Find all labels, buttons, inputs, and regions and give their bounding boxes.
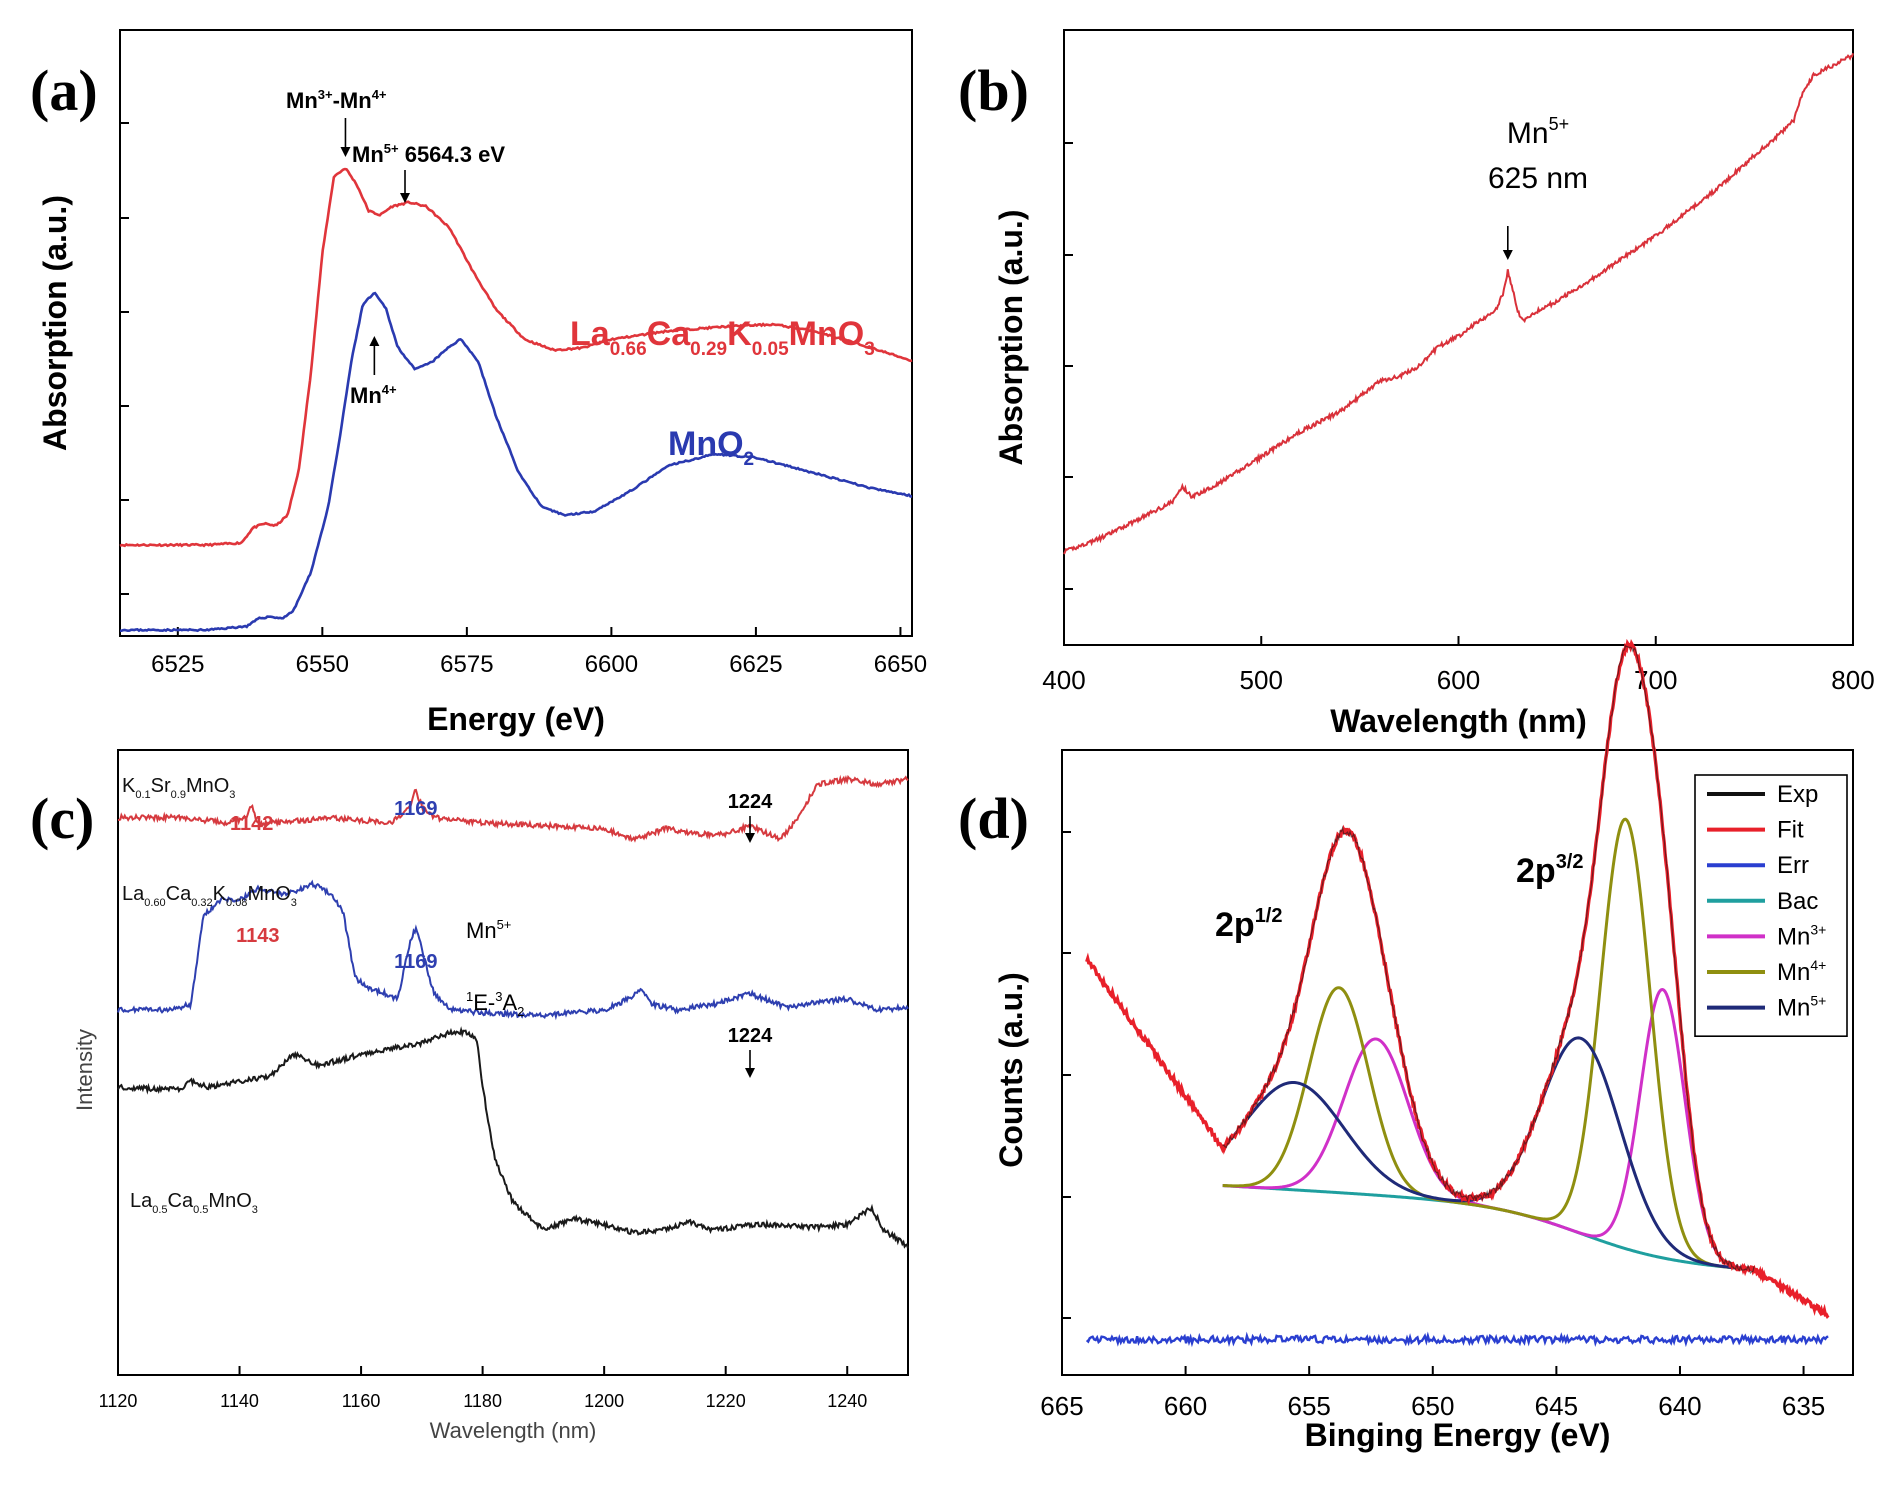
x-tick-label: 6525 [151, 651, 204, 678]
series-line-err [1085, 1331, 1829, 1348]
x-tick-label: 635 [1782, 1391, 1825, 1421]
arrow-head [400, 193, 411, 203]
annotation-transition: 1E-3A2 [466, 989, 524, 1019]
panel-c: 1120 1140 1160 1180 1200 1220 1240 (c) Wavelengt… [30, 749, 909, 1443]
series-label-la-ca: La0.5Ca0.5MnO3 [130, 1190, 258, 1216]
peak-label-1169-mid: 1169 [394, 951, 437, 973]
peak-label-1142: 1142 [230, 813, 273, 835]
x-tick-label: 645 [1535, 1391, 1578, 1421]
arrow-head [369, 336, 380, 346]
panel-a: 6525 6550 6575 6600 6625 6650 (a) Energy (eV) Ab… [30, 29, 927, 737]
series-line-mn4plus [1222, 817, 1755, 1272]
x-tick-label: 640 [1658, 1391, 1701, 1421]
y-axis-label: Absorption (a.u.) [993, 210, 1029, 466]
arrow-head [745, 833, 755, 843]
legend-frame [1694, 774, 1848, 1038]
peak-label-2p32: 2p3/2 [1516, 851, 1584, 890]
x-tick-label: 6550 [296, 651, 349, 678]
peak-label-1143: 1143 [236, 925, 279, 947]
peak-label-2p12: 2p1/2 [1215, 905, 1283, 944]
x-tick-label: 1220 [706, 1391, 746, 1411]
series-line-mno2 [119, 291, 913, 633]
x-tick-label: 650 [1411, 1391, 1454, 1421]
panel-label: (b) [958, 58, 1029, 123]
x-axis-label: Binging Energy (eV) [1305, 1417, 1611, 1453]
peak-label-1224-mid: 1224 [728, 1025, 773, 1047]
peak-label-1169-top: 1169 [394, 798, 437, 820]
annotation-mn3-mn4: Mn3+-Mn4+ [286, 87, 387, 113]
y-axis-label: Absorption (a.u.) [37, 195, 73, 451]
x-tick-label: 500 [1240, 665, 1283, 695]
series-line-la-ca-k [119, 167, 913, 548]
x-tick-label: 1160 [342, 1391, 381, 1411]
axes-frame [1061, 749, 1854, 1376]
x-axis-label: Wavelength (nm) [1330, 703, 1587, 739]
x-tick-label: 6625 [729, 651, 782, 678]
legend-entry: Fit [1777, 817, 1804, 844]
arrow-head [340, 147, 351, 157]
annotation-mn5: Mn5+ [466, 917, 511, 943]
panel-label: (c) [30, 786, 94, 851]
peak-label-1224-top: 1224 [728, 791, 773, 813]
series-label-la-ca-k: La0.60Ca0.32K0.08MnO3 [122, 883, 297, 909]
x-tick-label: 800 [1831, 665, 1874, 695]
x-tick-label: 6650 [874, 651, 927, 678]
legend-entry: Bac [1777, 888, 1818, 915]
x-axis-label: Wavelength (nm) [430, 1418, 597, 1443]
x-axis-label: Energy (eV) [427, 701, 605, 737]
panel-label: (d) [958, 786, 1029, 851]
y-axis-label: Intensity [72, 1029, 97, 1111]
legend-entry: Mn5+ [1777, 993, 1826, 1022]
series-line-k-sr [117, 774, 909, 843]
x-tick-label: 1200 [584, 1391, 624, 1411]
legend-entry: Exp [1777, 781, 1818, 808]
annotation-mn5: Mn5+ [1507, 114, 1569, 150]
x-tick-label: 400 [1042, 665, 1085, 695]
axes-frame [119, 29, 913, 637]
legend-entry: Mn4+ [1777, 957, 1826, 986]
annotation-mn5: Mn5+ 6564.3 eV [352, 141, 505, 167]
x-tick-label: 1120 [99, 1391, 138, 1411]
arrow-head [1502, 250, 1513, 260]
annotation-mn4: Mn4+ [350, 382, 397, 408]
arrow-head [745, 1068, 755, 1078]
x-tick-label: 660 [1164, 1391, 1207, 1421]
annotation-625nm: 625 nm [1488, 162, 1588, 195]
series-label-la-ca-k: La0.66Ca0.29K0.05MnO3 [570, 315, 875, 360]
x-tick-label: 655 [1287, 1391, 1330, 1421]
legend-entry: Err [1777, 852, 1809, 879]
x-tick-label: 1180 [463, 1391, 502, 1411]
series-label-mno2: MnO2 [668, 425, 754, 470]
series-line-la-ca [117, 1026, 909, 1249]
series-line-exp [1222, 644, 1755, 1275]
x-tick-label: 6600 [585, 651, 638, 678]
series-line-absorption [1063, 52, 1854, 555]
axes-frame [117, 749, 909, 1376]
panel-label: (a) [30, 58, 98, 123]
x-tick-label: 6575 [440, 651, 493, 678]
series-line-la-ca-k [117, 879, 909, 1021]
panel-b: 400 500 600 700 800(b)Wavelength (nm)Absorpt… [958, 29, 1875, 739]
x-tick-label: 600 [1437, 665, 1480, 695]
x-tick-label: 1140 [220, 1391, 259, 1411]
x-tick-label: 1240 [827, 1391, 867, 1411]
x-tick-label: 665 [1040, 1391, 1083, 1421]
y-axis-label: Counts (a.u.) [993, 972, 1029, 1168]
panel-d: 665 660 655 650 645 640 635 (d) Binging Energy (… [958, 638, 1854, 1453]
legend-entry: Mn3+ [1777, 921, 1826, 950]
series-label-k-sr: K0.1Sr0.9MnO3 [122, 775, 235, 801]
series-line-fit [1085, 638, 1830, 1320]
